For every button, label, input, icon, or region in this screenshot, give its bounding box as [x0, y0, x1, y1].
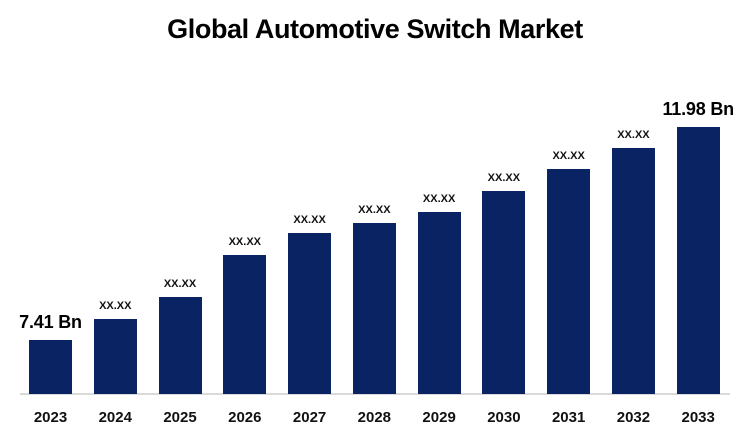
bar-2032	[611, 148, 655, 394]
value-label-2032: XX.XX	[617, 128, 650, 141]
bar-2025	[158, 297, 202, 394]
x-tick-2031: 2031	[551, 409, 586, 426]
value-label-2031: XX.XX	[552, 149, 585, 162]
bar-2024	[93, 319, 137, 394]
bar-2033	[676, 127, 720, 394]
x-tick-2032: 2032	[616, 409, 651, 426]
value-label-2024: XX.XX	[99, 299, 132, 312]
value-label-2028: XX.XX	[358, 203, 391, 216]
value-label-2027: XX.XX	[293, 213, 326, 226]
x-tick-2026: 2026	[228, 409, 262, 426]
x-tick-2023: 2023	[33, 409, 68, 426]
value-label-2026: XX.XX	[228, 235, 261, 248]
bar-2028	[352, 223, 396, 394]
x-tick-2024: 2024	[98, 409, 132, 426]
value-label-2029: XX.XX	[422, 192, 456, 205]
x-tick-2027: 2027	[292, 409, 327, 426]
x-tick-2033: 2033	[681, 409, 715, 426]
value-label-2023: 7.41 Bn	[19, 312, 82, 333]
x-axis-line	[20, 393, 730, 395]
bar-2026	[223, 255, 267, 394]
chart-title: Global Automotive Switch Market	[167, 14, 583, 44]
bar-2023	[29, 340, 72, 394]
bar-2031	[547, 169, 591, 394]
value-label-2025: XX.XX	[163, 277, 197, 290]
bar-2030	[482, 191, 526, 394]
bar-2029	[417, 212, 461, 394]
bar-2027	[288, 233, 332, 394]
x-tick-2028: 2028	[357, 409, 392, 426]
value-label-2030: XX.XX	[487, 171, 521, 184]
x-tick-2025: 2025	[163, 409, 197, 426]
value-label-2033: 11.98 Bn	[662, 99, 734, 120]
x-tick-2030: 2030	[487, 409, 521, 426]
x-tick-2029: 2029	[422, 409, 456, 426]
